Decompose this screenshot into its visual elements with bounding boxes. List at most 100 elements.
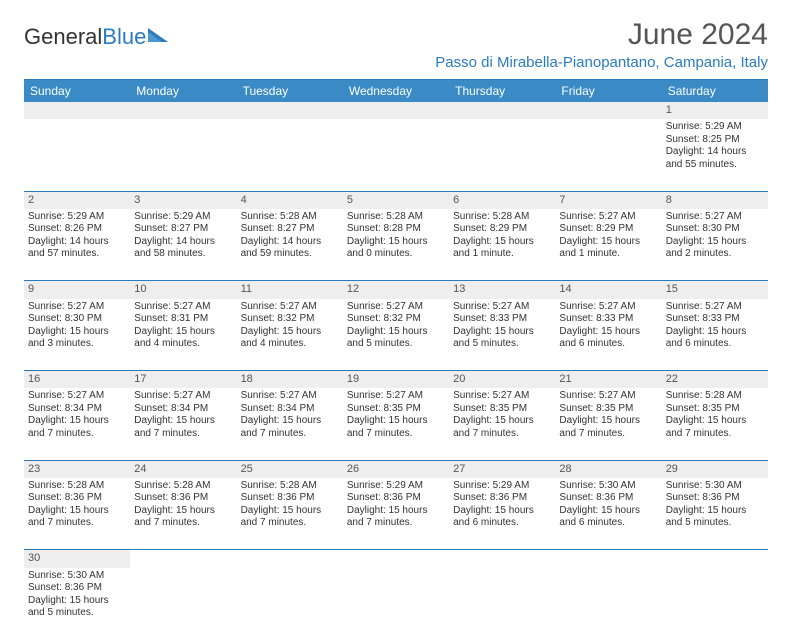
daylight-line: Daylight: 14 hours and 55 minutes.	[666, 146, 764, 171]
day-number-cell	[24, 102, 130, 119]
day-cell: Sunrise: 5:30 AMSunset: 8:36 PMDaylight:…	[24, 568, 130, 624]
day-number-cell: 21	[555, 371, 661, 389]
sunset-line: Sunset: 8:33 PM	[559, 313, 657, 326]
sunset-line: Sunset: 8:36 PM	[453, 492, 551, 505]
sunrise-line: Sunrise: 5:27 AM	[559, 211, 657, 224]
day-cell: Sunrise: 5:27 AMSunset: 8:29 PMDaylight:…	[555, 209, 661, 281]
day-number-row: 2345678	[24, 191, 768, 209]
day-cell: Sunrise: 5:28 AMSunset: 8:36 PMDaylight:…	[130, 478, 236, 550]
day-cell	[449, 119, 555, 191]
sunset-line: Sunset: 8:29 PM	[453, 223, 551, 236]
sunrise-line: Sunrise: 5:27 AM	[134, 301, 232, 314]
sunrise-line: Sunrise: 5:27 AM	[453, 390, 551, 403]
day-cell: Sunrise: 5:28 AMSunset: 8:29 PMDaylight:…	[449, 209, 555, 281]
sunrise-line: Sunrise: 5:28 AM	[28, 480, 126, 493]
day-cell: Sunrise: 5:27 AMSunset: 8:30 PMDaylight:…	[24, 299, 130, 371]
sunset-line: Sunset: 8:32 PM	[241, 313, 339, 326]
sunrise-line: Sunrise: 5:27 AM	[241, 301, 339, 314]
weekday-header: Saturday	[662, 80, 768, 103]
sunrise-line: Sunrise: 5:28 AM	[347, 211, 445, 224]
weekday-header: Friday	[555, 80, 661, 103]
day-number-cell: 16	[24, 371, 130, 389]
daylight-line: Daylight: 15 hours and 2 minutes.	[666, 236, 764, 261]
weekday-header: Sunday	[24, 80, 130, 103]
daylight-line: Daylight: 15 hours and 7 minutes.	[134, 505, 232, 530]
sunrise-line: Sunrise: 5:27 AM	[559, 390, 657, 403]
day-number-cell: 29	[662, 460, 768, 478]
day-number-cell: 23	[24, 460, 130, 478]
day-number-cell: 7	[555, 191, 661, 209]
sunrise-line: Sunrise: 5:27 AM	[559, 301, 657, 314]
sunset-line: Sunset: 8:36 PM	[134, 492, 232, 505]
daylight-line: Daylight: 15 hours and 7 minutes.	[241, 415, 339, 440]
sunrise-line: Sunrise: 5:29 AM	[134, 211, 232, 224]
day-cell: Sunrise: 5:28 AMSunset: 8:36 PMDaylight:…	[24, 478, 130, 550]
daylight-line: Daylight: 14 hours and 59 minutes.	[241, 236, 339, 261]
day-cell: Sunrise: 5:29 AMSunset: 8:36 PMDaylight:…	[449, 478, 555, 550]
title-block: June 2024 Passo di Mirabella-Pianopantan…	[435, 18, 768, 77]
daylight-line: Daylight: 15 hours and 3 minutes.	[28, 326, 126, 351]
daylight-line: Daylight: 15 hours and 7 minutes.	[666, 415, 764, 440]
day-cell: Sunrise: 5:27 AMSunset: 8:31 PMDaylight:…	[130, 299, 236, 371]
day-cell	[24, 119, 130, 191]
sunrise-line: Sunrise: 5:29 AM	[453, 480, 551, 493]
sunrise-line: Sunrise: 5:30 AM	[666, 480, 764, 493]
sunset-line: Sunset: 8:30 PM	[666, 223, 764, 236]
daylight-line: Daylight: 15 hours and 7 minutes.	[453, 415, 551, 440]
day-number-cell: 11	[237, 281, 343, 299]
sunset-line: Sunset: 8:31 PM	[134, 313, 232, 326]
day-cell: Sunrise: 5:27 AMSunset: 8:32 PMDaylight:…	[237, 299, 343, 371]
header: GeneralBlue June 2024 Passo di Mirabella…	[24, 18, 768, 77]
day-cell: Sunrise: 5:28 AMSunset: 8:36 PMDaylight:…	[237, 478, 343, 550]
day-number-cell: 25	[237, 460, 343, 478]
sunset-line: Sunset: 8:29 PM	[559, 223, 657, 236]
day-cell	[237, 119, 343, 191]
sunrise-line: Sunrise: 5:27 AM	[134, 390, 232, 403]
sunset-line: Sunset: 8:34 PM	[134, 403, 232, 416]
day-cell: Sunrise: 5:27 AMSunset: 8:34 PMDaylight:…	[237, 388, 343, 460]
weekday-header: Wednesday	[343, 80, 449, 103]
day-cell: Sunrise: 5:27 AMSunset: 8:35 PMDaylight:…	[343, 388, 449, 460]
day-number-cell	[449, 550, 555, 568]
sunset-line: Sunset: 8:27 PM	[134, 223, 232, 236]
day-cell	[130, 119, 236, 191]
day-number-cell	[343, 550, 449, 568]
day-number-cell: 2	[24, 191, 130, 209]
daylight-line: Daylight: 15 hours and 0 minutes.	[347, 236, 445, 261]
day-number-row: 16171819202122	[24, 371, 768, 389]
day-number-cell: 15	[662, 281, 768, 299]
sunrise-line: Sunrise: 5:29 AM	[666, 121, 764, 134]
day-number-cell: 17	[130, 371, 236, 389]
weekday-header: Tuesday	[237, 80, 343, 103]
sunrise-line: Sunrise: 5:28 AM	[241, 480, 339, 493]
sunrise-line: Sunrise: 5:27 AM	[241, 390, 339, 403]
daylight-line: Daylight: 15 hours and 7 minutes.	[347, 415, 445, 440]
weekday-header: Thursday	[449, 80, 555, 103]
sunset-line: Sunset: 8:33 PM	[453, 313, 551, 326]
daylight-line: Daylight: 15 hours and 5 minutes.	[347, 326, 445, 351]
day-cell	[555, 568, 661, 624]
sunrise-line: Sunrise: 5:28 AM	[666, 390, 764, 403]
weekday-header-row: Sunday Monday Tuesday Wednesday Thursday…	[24, 80, 768, 103]
sunset-line: Sunset: 8:35 PM	[559, 403, 657, 416]
day-cell: Sunrise: 5:29 AMSunset: 8:36 PMDaylight:…	[343, 478, 449, 550]
day-number-row: 1	[24, 102, 768, 119]
day-cell: Sunrise: 5:30 AMSunset: 8:36 PMDaylight:…	[555, 478, 661, 550]
day-number-cell: 1	[662, 102, 768, 119]
sunset-line: Sunset: 8:30 PM	[28, 313, 126, 326]
day-number-cell: 8	[662, 191, 768, 209]
day-number-cell	[555, 550, 661, 568]
day-number-cell: 26	[343, 460, 449, 478]
logo-flag-icon	[148, 28, 172, 46]
sunrise-line: Sunrise: 5:27 AM	[666, 301, 764, 314]
day-cell	[343, 568, 449, 624]
daylight-line: Daylight: 14 hours and 58 minutes.	[134, 236, 232, 261]
daylight-line: Daylight: 15 hours and 6 minutes.	[453, 505, 551, 530]
sunset-line: Sunset: 8:35 PM	[666, 403, 764, 416]
day-content-row: Sunrise: 5:27 AMSunset: 8:30 PMDaylight:…	[24, 299, 768, 371]
day-number-cell: 30	[24, 550, 130, 568]
sunset-line: Sunset: 8:35 PM	[453, 403, 551, 416]
day-number-row: 9101112131415	[24, 281, 768, 299]
day-number-cell: 4	[237, 191, 343, 209]
daylight-line: Daylight: 15 hours and 4 minutes.	[134, 326, 232, 351]
